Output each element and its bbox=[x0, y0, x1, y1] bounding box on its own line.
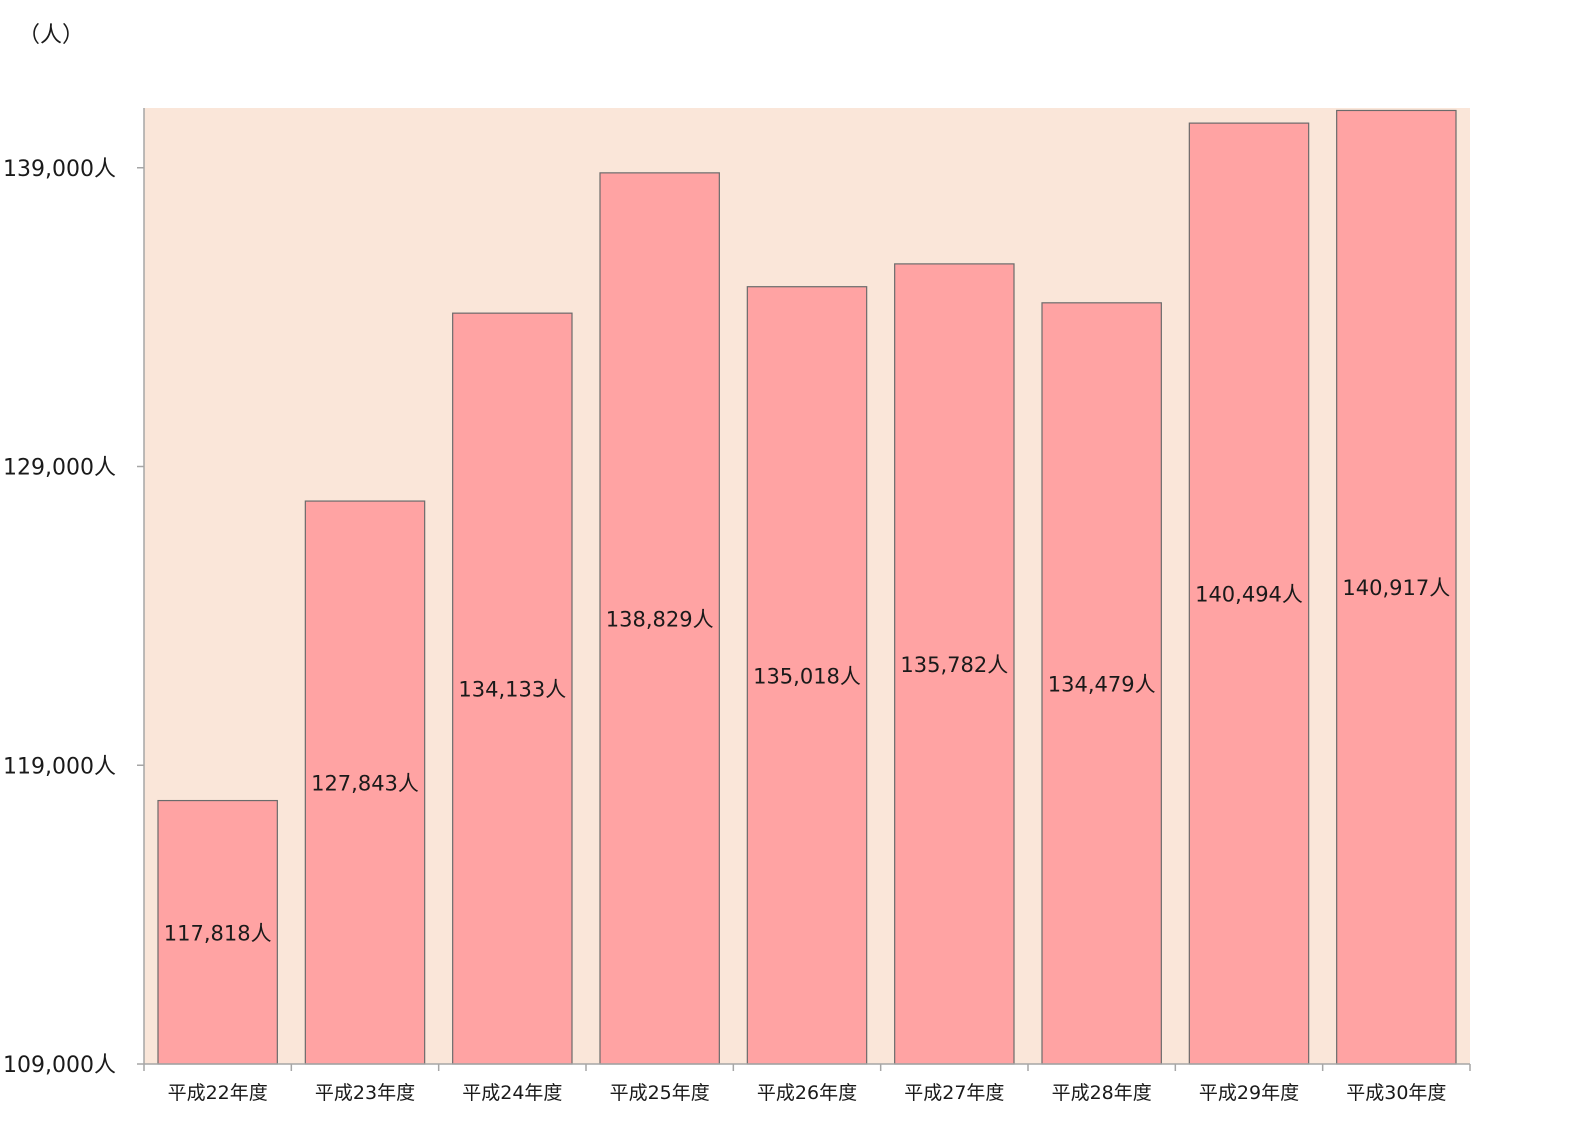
data-label: 140,917人 bbox=[1342, 576, 1450, 600]
bar bbox=[304, 500, 426, 1065]
data-label: 127,843人 bbox=[311, 772, 419, 796]
x-tick-label: 平成27年度 bbox=[904, 1082, 1004, 1104]
x-tick-label: 平成23年度 bbox=[315, 1082, 415, 1104]
x-tick-label: 平成24年度 bbox=[462, 1082, 562, 1104]
data-label: 138,829人 bbox=[606, 607, 714, 631]
y-unit-label: （人） bbox=[18, 23, 84, 48]
bar bbox=[1041, 302, 1162, 1065]
bar bbox=[1336, 109, 1457, 1065]
x-ticks-group: 平成22年度 平成23年度 平成24年度 平成25年度 平成26年度 平成27年度 平成28… bbox=[143, 1064, 1471, 1104]
data-label: 135,782人 bbox=[900, 653, 1008, 677]
data-labels-group: 117,818人 127,843人 134,133人 138,829人 135,018人… bbox=[164, 576, 1451, 945]
x-tick-label: 平成28年度 bbox=[1052, 1082, 1152, 1104]
bar bbox=[452, 312, 573, 1065]
data-label: 117,818人 bbox=[164, 921, 272, 945]
data-label: 134,479人 bbox=[1048, 672, 1156, 696]
data-label: 134,133人 bbox=[458, 678, 566, 702]
bar bbox=[599, 172, 720, 1065]
x-tick-label: 平成22年度 bbox=[168, 1082, 268, 1104]
bars-group bbox=[157, 109, 1457, 1065]
y-ticks-group: 109,000人 119,000人 129,000人 139,000人 bbox=[3, 157, 144, 1078]
data-label: 135,018人 bbox=[753, 664, 861, 688]
x-tick-label: 平成30年度 bbox=[1346, 1082, 1446, 1104]
x-tick-label: 平成29年度 bbox=[1199, 1082, 1299, 1104]
bar bbox=[894, 263, 1015, 1065]
x-tick-label: 平成26年度 bbox=[757, 1082, 857, 1104]
y-tick-label: 139,000人 bbox=[3, 157, 116, 182]
y-tick-label: 119,000人 bbox=[3, 754, 116, 779]
y-tick-label: 129,000人 bbox=[3, 456, 116, 481]
data-label: 140,494人 bbox=[1195, 583, 1303, 607]
x-tick-label: 平成25年度 bbox=[610, 1082, 710, 1104]
bar bbox=[157, 799, 278, 1065]
y-tick-label: 109,000人 bbox=[3, 1053, 116, 1078]
bar bbox=[1188, 122, 1310, 1065]
